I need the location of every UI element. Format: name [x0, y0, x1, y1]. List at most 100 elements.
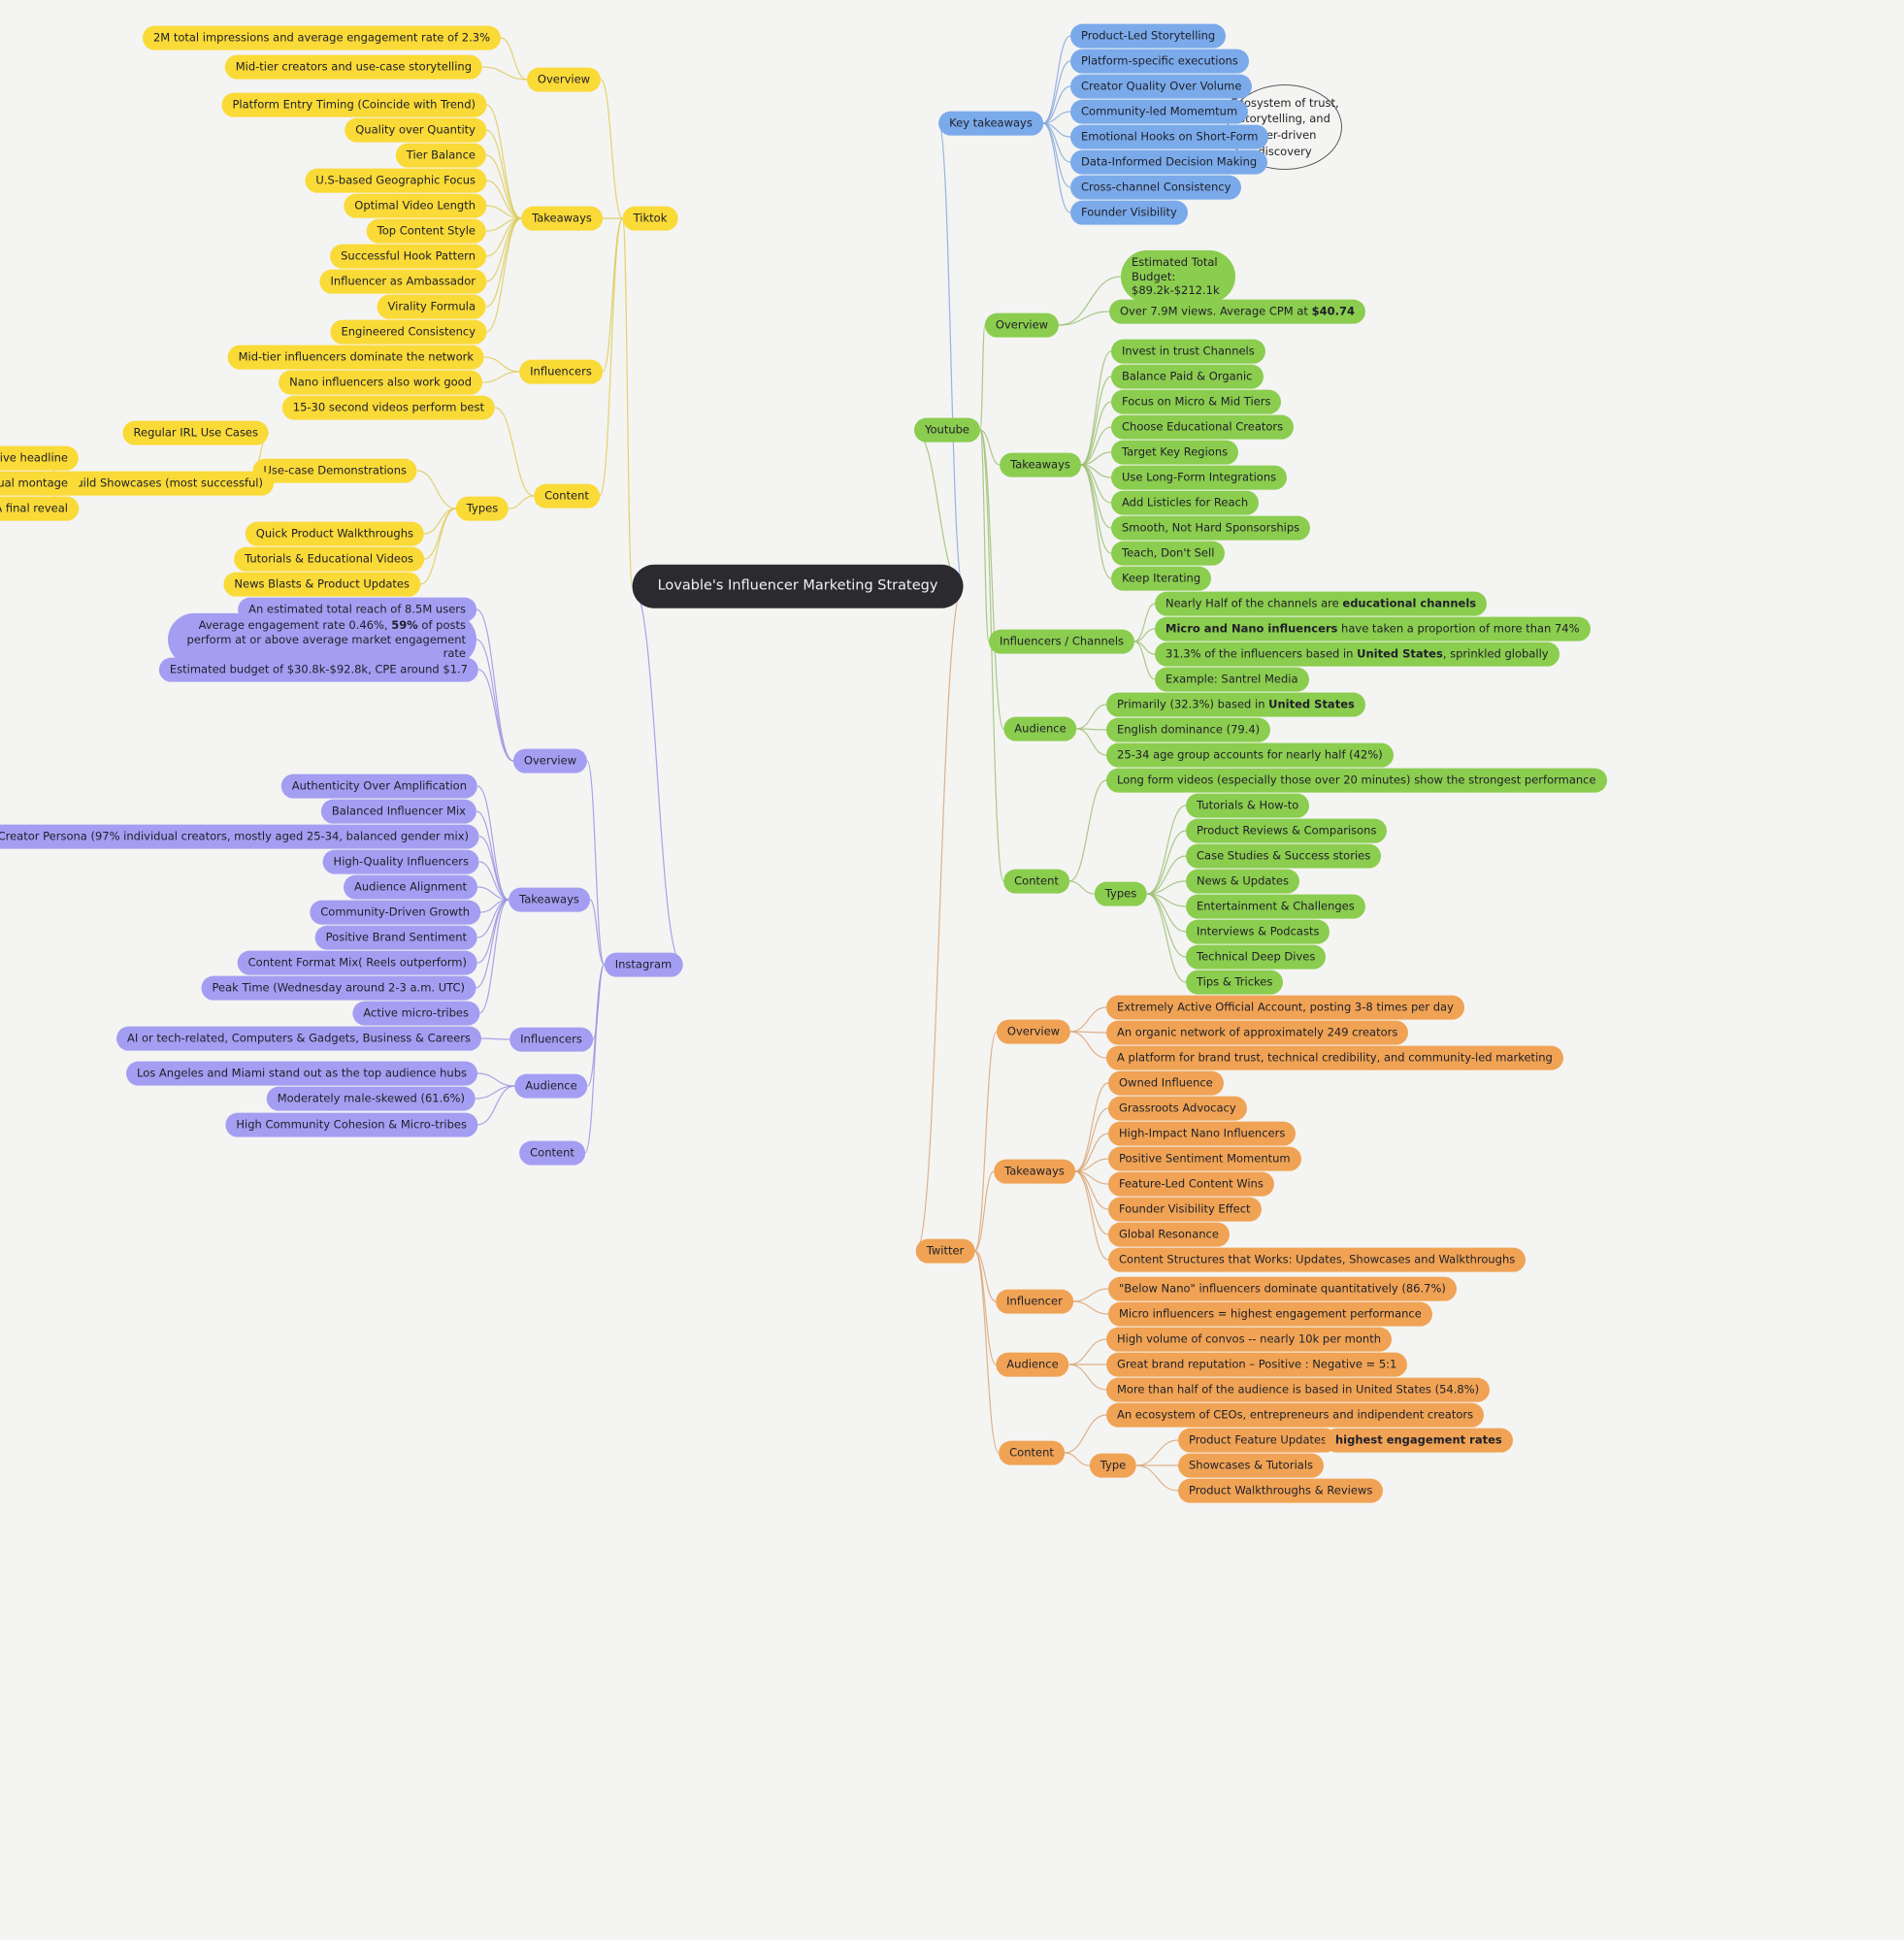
twitter-influencer-item[interactable]: Micro influencers = highest engagement p… — [1108, 1301, 1432, 1327]
tiktok-viral-child[interactable]: A quick visual montage — [0, 471, 79, 496]
twitter-influencer[interactable]: Influencer — [996, 1289, 1073, 1314]
tiktok-viral-child[interactable]: A provocative headline — [0, 445, 79, 471]
branch-key-takeaways[interactable]: Key takeaways — [938, 111, 1043, 136]
root-node[interactable]: Lovable's Influencer Marketing Strategy — [632, 564, 964, 608]
key-takeaway-item[interactable]: Platform-specific executions — [1070, 49, 1249, 74]
branch-instagram[interactable]: Instagram — [604, 952, 683, 977]
twitter-takeaway-item[interactable]: Grassroots Advocacy — [1108, 1096, 1247, 1121]
twitter-takeaway-item[interactable]: Feature-Led Content Wins — [1108, 1171, 1274, 1197]
youtube-audience-item[interactable]: English dominance (79.4) — [1106, 717, 1271, 742]
key-takeaway-item[interactable]: Cross-channel Consistency — [1070, 175, 1242, 200]
twitter-takeaway-item[interactable]: Global Resonance — [1108, 1222, 1230, 1247]
youtube-takeaway-item[interactable]: Invest in trust Channels — [1111, 339, 1265, 364]
youtube-takeaway-item[interactable]: Keep Iterating — [1111, 566, 1212, 591]
twitter-content[interactable]: Content — [999, 1440, 1065, 1465]
tiktok-takeaway-item[interactable]: U.S-based Geographic Focus — [305, 168, 486, 193]
tiktok-type-item[interactable]: News Blasts & Product Updates — [223, 572, 420, 597]
tiktok-type-item[interactable]: Quick Product Walkthroughs — [245, 521, 424, 546]
tiktok-types[interactable]: Types — [455, 496, 509, 521]
twitter-takeaway-item[interactable]: Content Structures that Works: Updates, … — [1108, 1247, 1526, 1272]
tiktok-overview[interactable]: Overview — [526, 67, 602, 92]
key-takeaway-item[interactable]: Emotional Hooks on Short-Form — [1070, 124, 1269, 149]
tiktok-takeaway-item[interactable]: Successful Hook Pattern — [330, 244, 486, 269]
twitter-influencer-item[interactable]: "Below Nano" influencers dominate quanti… — [1108, 1276, 1457, 1301]
key-takeaway-item[interactable]: Product-Led Storytelling — [1070, 23, 1227, 49]
twitter-audience-item[interactable]: Great brand reputation – Positive : Nega… — [1106, 1352, 1408, 1377]
instagram-influencers[interactable]: Influencers — [509, 1027, 593, 1052]
twitter-takeaway-item[interactable]: High-Impact Nano Influencers — [1108, 1121, 1297, 1146]
youtube-takeaway-item[interactable]: Focus on Micro & Mid Tiers — [1111, 389, 1282, 414]
tiktok-takeaway-item[interactable]: Influencer as Ambassador — [319, 269, 486, 294]
youtube-type-item[interactable]: Entertainment & Challenges — [1186, 894, 1365, 919]
instagram-overview[interactable]: Overview — [512, 748, 588, 773]
tiktok-influencer-item[interactable]: Nano influencers also work good — [279, 370, 482, 395]
youtube-influencer-item[interactable]: Nearly Half of the channels are educatio… — [1155, 591, 1488, 616]
tiktok-takeaway-item[interactable]: Tier Balance — [395, 143, 486, 168]
branch-youtube[interactable]: Youtube — [914, 417, 980, 443]
youtube-takeaway-item[interactable]: Add Listicles for Reach — [1111, 490, 1260, 515]
youtube-takeaway-item[interactable]: Use Long-Form Integrations — [1111, 465, 1288, 490]
instagram-audience-item[interactable]: Moderately male-skewed (61.6%) — [266, 1086, 476, 1111]
youtube-type-item[interactable]: Technical Deep Dives — [1186, 944, 1327, 970]
key-takeaway-item[interactable]: Creator Quality Over Volume — [1070, 74, 1253, 99]
youtube-type-item[interactable]: News & Updates — [1186, 869, 1299, 894]
twitter-overview[interactable]: Overview — [996, 1019, 1071, 1044]
youtube-type-item[interactable]: Product Reviews & Comparisons — [1186, 818, 1388, 843]
twitter-type-item[interactable]: Product Feature Updates — [1178, 1428, 1338, 1453]
twitter-type-item[interactable]: Product Walkthroughs & Reviews — [1178, 1478, 1384, 1503]
tiktok-takeaway-item[interactable]: Platform Entry Timing (Coincide with Tre… — [221, 92, 486, 117]
youtube-influencer-item[interactable]: 31.3% of the influencers based in United… — [1155, 641, 1559, 667]
instagram-takeaway-item[interactable]: Content Format Mix( Reels outperform) — [237, 950, 477, 975]
tiktok-type-item[interactable]: Tutorials & Educational Videos — [234, 546, 424, 572]
youtube-audience-item[interactable]: Primarily (32.3%) based in United States — [1106, 692, 1365, 717]
youtube-type-item[interactable]: Tutorials & How-to — [1186, 793, 1310, 818]
youtube-audience[interactable]: Audience — [1003, 716, 1077, 741]
instagram-audience-item[interactable]: Los Angeles and Miami stand out as the t… — [126, 1061, 477, 1086]
twitter-takeaway-item[interactable]: Owned Influence — [1108, 1070, 1224, 1096]
key-takeaway-item[interactable]: Data-Informed Decision Making — [1070, 149, 1268, 175]
instagram-takeaway-item[interactable]: Community-Driven Growth — [310, 900, 480, 925]
twitter-takeaway-item[interactable]: Founder Visibility Effect — [1108, 1197, 1262, 1222]
youtube-types[interactable]: Types — [1094, 881, 1148, 906]
tiktok-takeaway-item[interactable]: Quality over Quantity — [345, 117, 486, 143]
instagram-takeaway-item[interactable]: High-Quality Influencers — [322, 849, 479, 874]
instagram-takeaway-item[interactable]: Balanced Influencer Mix — [320, 799, 476, 824]
tiktok-takeaway-item[interactable]: Top Content Style — [366, 218, 486, 244]
youtube-takeaway-item[interactable]: Target Key Regions — [1111, 440, 1239, 465]
youtube-type-item[interactable]: Tips & Trickes — [1186, 970, 1284, 995]
youtube-takeaway-item[interactable]: Choose Educational Creators — [1111, 414, 1295, 440]
instagram-takeaway-item[interactable]: Peak Time (Wednesday around 2-3 a.m. UTC… — [201, 975, 476, 1001]
branch-tiktok[interactable]: Tiktok — [622, 206, 678, 231]
instagram-audience-item[interactable]: High Community Cohesion & Micro-tribes — [225, 1112, 477, 1137]
twitter-audience[interactable]: Audience — [996, 1352, 1069, 1377]
youtube-type-item[interactable]: Interviews & Podcasts — [1186, 919, 1330, 944]
tiktok-takeaways[interactable]: Takeaways — [521, 206, 603, 231]
youtube-content-item[interactable]: Long form videos (especially those over … — [1106, 768, 1607, 793]
instagram-takeaways[interactable]: Takeaways — [509, 887, 590, 912]
instagram-takeaway-item[interactable]: Authenticity Over Amplification — [280, 773, 477, 799]
twitter-audience-item[interactable]: High volume of convos -- nearly 10k per … — [1106, 1327, 1393, 1352]
key-takeaway-item[interactable]: Founder Visibility — [1070, 200, 1188, 225]
tiktok-influencers[interactable]: Influencers — [519, 359, 603, 384]
twitter-type-item[interactable]: Showcases & Tutorials — [1178, 1453, 1325, 1478]
instagram-takeaway-item[interactable]: Positive Brand Sentiment — [314, 925, 477, 950]
twitter-audience-item[interactable]: More than half of the audience is based … — [1106, 1377, 1491, 1402]
twitter-takeaway-item[interactable]: Positive Sentiment Momentum — [1108, 1146, 1301, 1171]
youtube-influencers-channels[interactable]: Influencers / Channels — [988, 629, 1135, 654]
instagram-takeaway-item[interactable]: Creator Persona (97% individual creators… — [0, 824, 479, 849]
tiktok-overview-item[interactable]: 2M total impressions and average engagem… — [142, 25, 501, 50]
tiktok-overview-item[interactable]: Mid-tier creators and use-case storytell… — [224, 54, 482, 80]
youtube-takeaway-item[interactable]: Smooth, Not Hard Sponsorships — [1111, 515, 1311, 541]
instagram-overview-item[interactable]: Estimated budget of $30.8k-$92.8k, CPE a… — [158, 657, 478, 682]
youtube-influencer-item[interactable]: Micro and Nano influencers have taken a … — [1155, 616, 1591, 641]
youtube-takeaways[interactable]: Takeaways — [1000, 452, 1081, 477]
youtube-audience-item[interactable]: 25-34 age group accounts for nearly half… — [1106, 742, 1394, 768]
youtube-takeaway-item[interactable]: Teach, Don't Sell — [1111, 541, 1226, 566]
branch-twitter[interactable]: Twitter — [915, 1238, 975, 1264]
instagram-influencer-item[interactable]: AI or tech-related, Computers & Gadgets,… — [116, 1026, 481, 1051]
youtube-type-item[interactable]: Case Studies & Success stories — [1186, 843, 1382, 869]
twitter-type[interactable]: Type — [1089, 1453, 1137, 1478]
instagram-audience[interactable]: Audience — [514, 1073, 588, 1099]
instagram-takeaway-item[interactable]: Audience Alignment — [344, 874, 477, 900]
instagram-takeaway-item[interactable]: Active micro-tribes — [352, 1001, 479, 1026]
